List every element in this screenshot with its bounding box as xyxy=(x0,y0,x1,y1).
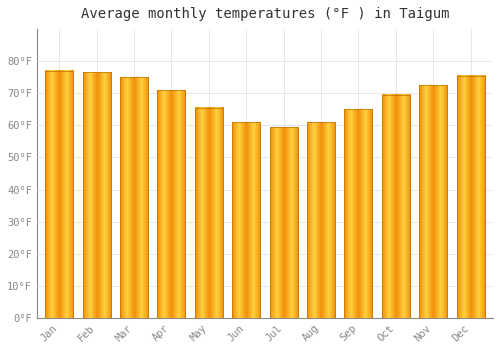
Bar xyxy=(344,109,372,318)
Bar xyxy=(45,71,74,318)
Bar xyxy=(120,77,148,318)
Bar xyxy=(382,95,410,318)
Bar xyxy=(307,122,335,318)
Title: Average monthly temperatures (°F ) in Taigum: Average monthly temperatures (°F ) in Ta… xyxy=(80,7,449,21)
Bar xyxy=(270,127,297,318)
Bar xyxy=(195,108,223,318)
Bar xyxy=(158,90,186,318)
Bar xyxy=(195,108,223,318)
Bar xyxy=(158,90,186,318)
Bar xyxy=(382,95,410,318)
Bar xyxy=(456,76,484,318)
Bar xyxy=(419,85,447,318)
Bar xyxy=(270,127,297,318)
Bar xyxy=(120,77,148,318)
Bar xyxy=(456,76,484,318)
Bar xyxy=(82,72,110,318)
Bar xyxy=(232,122,260,318)
Bar xyxy=(82,72,110,318)
Bar xyxy=(344,109,372,318)
Bar xyxy=(45,71,74,318)
Bar xyxy=(232,122,260,318)
Bar xyxy=(307,122,335,318)
Bar xyxy=(419,85,447,318)
